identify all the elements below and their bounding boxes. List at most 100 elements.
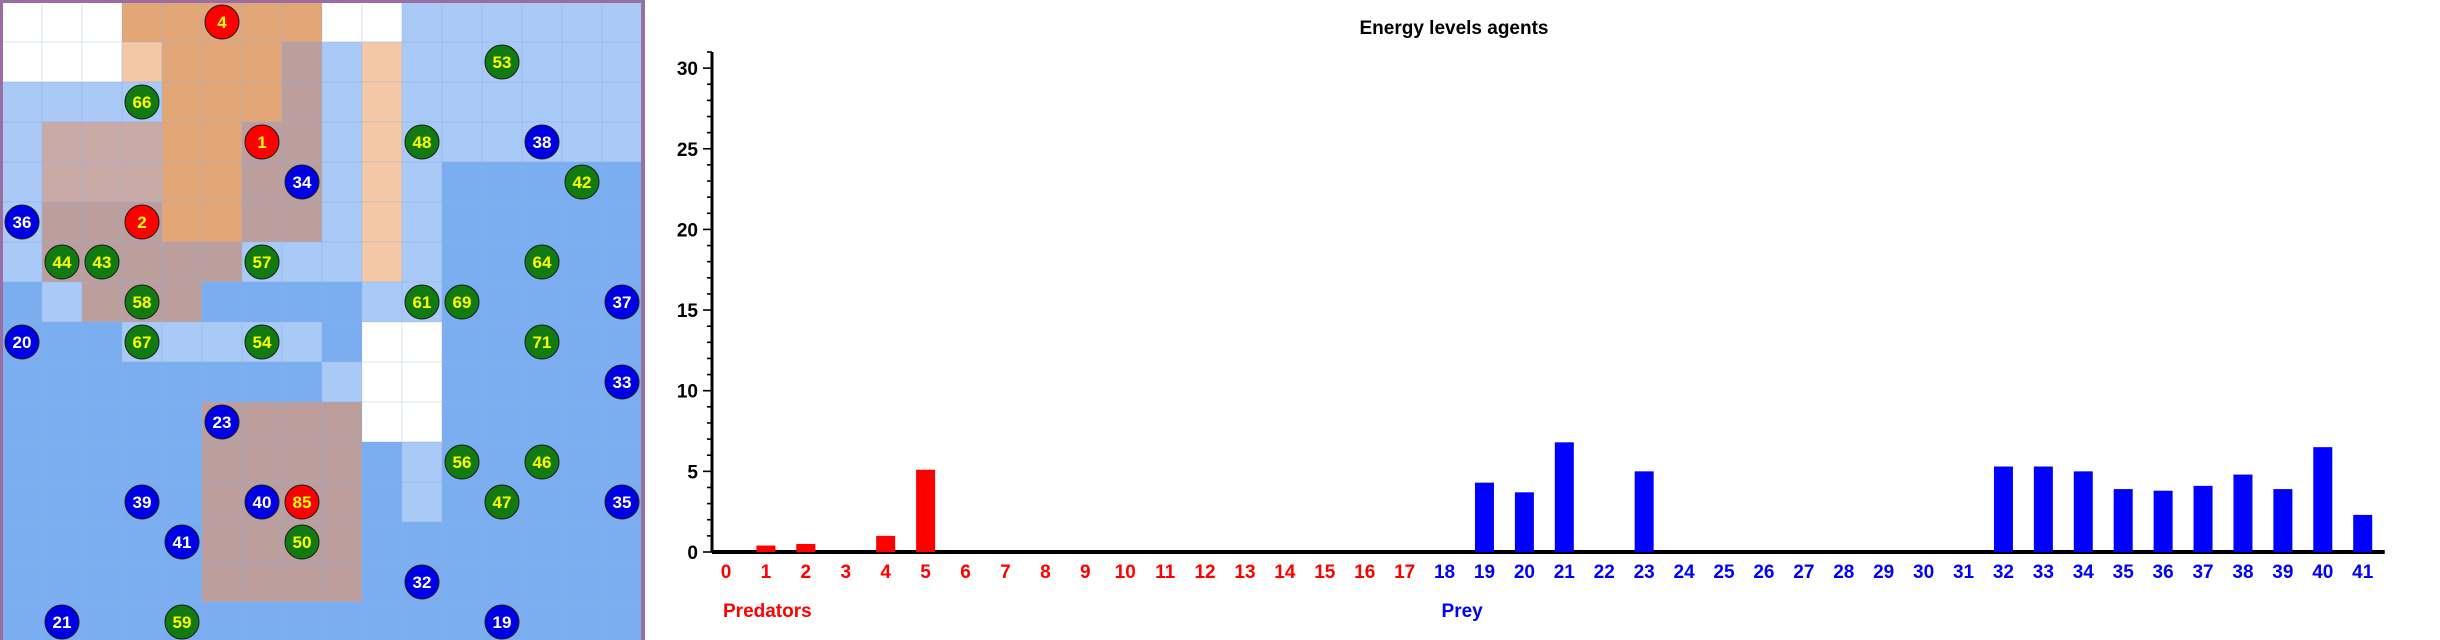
grid-cell: [321, 321, 363, 363]
predator-marker: [204, 4, 240, 40]
agent-id-label: 69: [453, 293, 472, 312]
grid-cell: [1, 1, 43, 43]
prey-agent: 33: [604, 364, 640, 400]
bar-39: [2273, 489, 2293, 552]
x-tick-label: 18: [1434, 562, 1455, 583]
grid-cell: [361, 521, 403, 563]
x-tick-label: 5: [920, 562, 931, 583]
grid-cell: [1, 601, 43, 640]
grid-cell: [361, 1, 403, 43]
grid-cell: [521, 81, 563, 123]
prey-agent: 35: [604, 484, 640, 520]
grid-cell: [121, 601, 163, 640]
group-label-prey: Prey: [1442, 601, 1484, 622]
bar-35: [2113, 489, 2133, 552]
agent-id-label: 66: [133, 93, 152, 112]
x-tick-label: 34: [2073, 562, 2095, 583]
predator-marker: [244, 124, 280, 160]
grid-cell: [561, 241, 603, 283]
grid-cell: [281, 561, 323, 603]
grid-cell: [241, 361, 283, 403]
grid-cell: [81, 321, 123, 363]
grid-cell: [361, 401, 403, 443]
plant-agent: 64: [524, 244, 560, 280]
prey-marker: [524, 124, 560, 160]
grid-cell: [361, 361, 403, 403]
grid-cell: [241, 1, 283, 43]
bar-4: [876, 535, 896, 552]
grid-cell: [481, 161, 523, 203]
y-tick-label: 5: [687, 462, 698, 483]
x-tick-label: 9: [1080, 562, 1091, 583]
plant-marker: [444, 284, 480, 320]
grid-cell: [401, 241, 443, 283]
grid-cell: [601, 201, 643, 243]
group-label-predators: Predators: [723, 601, 812, 622]
grid-cell: [441, 481, 483, 523]
grid-cell: [481, 441, 523, 483]
plant-marker: [44, 244, 80, 280]
grid-cell: [601, 161, 643, 203]
grid-cell: [481, 281, 523, 323]
grid-cell: [521, 201, 563, 243]
grid-cell: [561, 321, 603, 363]
grid-cell: [601, 401, 643, 443]
x-tick-label: 29: [1873, 562, 1894, 583]
grid-cell: [161, 401, 203, 443]
grid-cell: [441, 121, 483, 163]
grid-cell: [121, 241, 163, 283]
prey-marker: [284, 164, 320, 200]
x-tick-label: 13: [1234, 562, 1255, 583]
plant-agent: 61: [404, 284, 440, 320]
grid-cell: [481, 81, 523, 123]
grid-cell: [241, 521, 283, 563]
agent-id-label: 50: [293, 533, 312, 552]
grid-cell: [561, 481, 603, 523]
bar-37: [2193, 485, 2213, 552]
agent-id-label: 21: [53, 613, 72, 632]
prey-agent: 19: [484, 604, 520, 640]
plant-agent: 59: [164, 604, 200, 640]
plant-marker: [284, 524, 320, 560]
grid-cell: [161, 1, 203, 43]
grid-cell: [561, 361, 603, 403]
x-tick-label: 35: [2113, 562, 2135, 583]
plant-agent: 56: [444, 444, 480, 480]
grid-cell: [601, 121, 643, 163]
prey-agent: 34: [284, 164, 320, 200]
grid-cell: [601, 601, 643, 640]
x-tick-label: 14: [1274, 562, 1296, 583]
grid-cell: [321, 241, 363, 283]
x-tick-label: 12: [1194, 562, 1215, 583]
grid-cell: [281, 81, 323, 123]
x-tick-label: 15: [1314, 562, 1336, 583]
x-tick-label: 25: [1713, 562, 1735, 583]
predator-agent: 4: [204, 4, 240, 40]
plant-marker: [244, 244, 280, 280]
y-tick-label: 15: [677, 301, 699, 322]
grid-cell: [321, 441, 363, 483]
grid-cell: [361, 241, 403, 283]
grid-cell: [441, 161, 483, 203]
grid-cell: [161, 561, 203, 603]
grid-cell: [601, 321, 643, 363]
grid-cell: [121, 1, 163, 43]
grid-cell: [201, 121, 243, 163]
grid-cell: [201, 41, 243, 83]
grid-cell: [521, 561, 563, 603]
grid-cell: [321, 601, 363, 640]
prey-agent: 38: [524, 124, 560, 160]
grid-cell: [281, 281, 323, 323]
grid-cell: [201, 601, 243, 640]
agent-id-label: 32: [413, 573, 432, 592]
grid-cell: [241, 441, 283, 483]
bar-34: [2073, 471, 2093, 552]
y-tick-label: 30: [677, 59, 698, 80]
grid-cell: [1, 521, 43, 563]
grid-cell: [361, 441, 403, 483]
agent-id-label: 47: [493, 493, 512, 512]
grid-cell: [161, 361, 203, 403]
y-tick-label: 10: [677, 382, 698, 403]
grid-cell: [121, 561, 163, 603]
grid-cell: [241, 81, 283, 123]
